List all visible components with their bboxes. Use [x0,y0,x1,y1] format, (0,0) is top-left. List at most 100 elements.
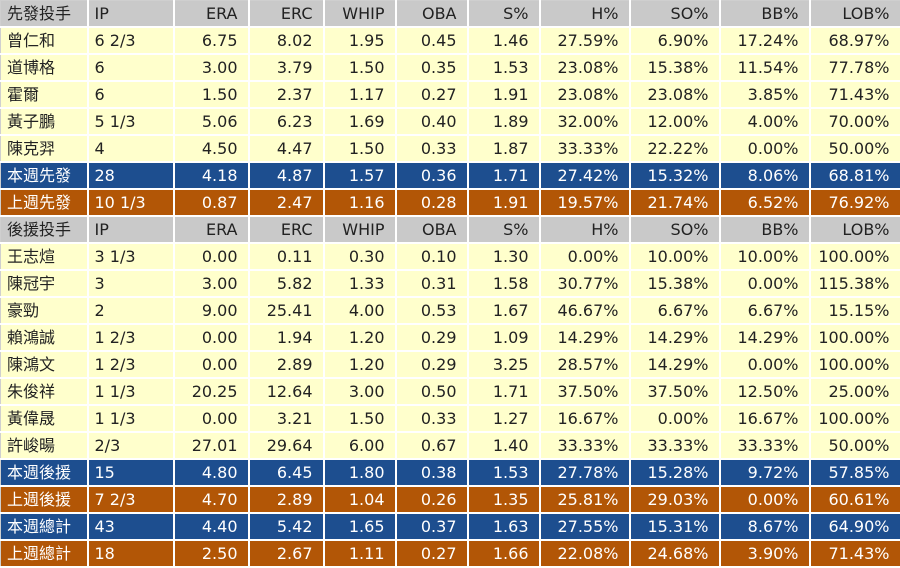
cell-oba: 0.35 [396,54,468,81]
cell-erc: 5.42 [249,513,324,540]
cell-s-pct: 1.71 [468,162,540,189]
cell-oba: 0.31 [396,270,468,297]
cell-ip: 4 [88,135,174,162]
cell-s-pct: 1.67 [468,297,540,324]
cell-bb-pct: 14.29% [720,324,810,351]
cell-ip: 1 1/3 [88,378,174,405]
cell-ip: 7 2/3 [88,486,174,513]
column-header-bb-pct: BB% [720,216,810,243]
cell-ip: 6 [88,81,174,108]
column-header-oba: OBA [396,216,468,243]
cell-s-pct: 1.87 [468,135,540,162]
cell-bb-pct: 4.00% [720,108,810,135]
cell-whip: 1.57 [324,162,396,189]
summary-label: 上週後援 [1,486,88,513]
cell-bb-pct: 6.67% [720,297,810,324]
cell-oba: 0.50 [396,378,468,405]
pitcher-name: 許峻暘 [1,432,88,459]
cell-bb-pct: 0.00% [720,270,810,297]
cell-era: 9.00 [174,297,249,324]
cell-lob-pct: 60.61% [810,486,900,513]
cell-era: 0.00 [174,324,249,351]
cell-bb-pct: 8.06% [720,162,810,189]
pitcher-name: 賴鴻誠 [1,324,88,351]
cell-erc: 5.82 [249,270,324,297]
cell-h-pct: 23.08% [540,54,630,81]
cell-h-pct: 33.33% [540,135,630,162]
cell-lob-pct: 71.43% [810,81,900,108]
column-header-so-pct: SO% [630,1,720,28]
cell-whip: 1.80 [324,459,396,486]
cell-whip: 1.20 [324,324,396,351]
cell-bb-pct: 0.00% [720,486,810,513]
cell-era: 2.50 [174,540,249,567]
cell-s-pct: 1.27 [468,405,540,432]
cell-erc: 0.11 [249,243,324,270]
cell-ip: 1 1/3 [88,405,174,432]
cell-whip: 0.30 [324,243,396,270]
cell-h-pct: 28.57% [540,351,630,378]
cell-so-pct: 29.03% [630,486,720,513]
cell-h-pct: 27.42% [540,162,630,189]
cell-era: 1.50 [174,81,249,108]
cell-lob-pct: 70.00% [810,108,900,135]
pitcher-name: 豪勁 [1,297,88,324]
cell-erc: 12.64 [249,378,324,405]
cell-whip: 1.16 [324,189,396,216]
column-header-whip: WHIP [324,216,396,243]
cell-whip: 4.00 [324,297,396,324]
cell-erc: 29.64 [249,432,324,459]
cell-erc: 4.47 [249,135,324,162]
cell-era: 27.01 [174,432,249,459]
cell-lob-pct: 115.38% [810,270,900,297]
cell-oba: 0.67 [396,432,468,459]
cell-so-pct: 0.00% [630,405,720,432]
column-header-ip: IP [88,216,174,243]
cell-era: 4.70 [174,486,249,513]
summary-label: 本週後援 [1,459,88,486]
cell-oba: 0.36 [396,162,468,189]
cell-s-pct: 1.71 [468,378,540,405]
cell-oba: 0.29 [396,351,468,378]
cell-era: 4.18 [174,162,249,189]
cell-ip: 18 [88,540,174,567]
cell-lob-pct: 57.85% [810,459,900,486]
cell-s-pct: 1.91 [468,189,540,216]
column-header-lob-pct: LOB% [810,1,900,28]
cell-so-pct: 6.90% [630,27,720,54]
cell-oba: 0.33 [396,135,468,162]
pitcher-name: 陳冠宇 [1,270,88,297]
cell-so-pct: 6.67% [630,297,720,324]
cell-ip: 28 [88,162,174,189]
cell-era: 4.80 [174,459,249,486]
cell-ip: 10 1/3 [88,189,174,216]
cell-oba: 0.37 [396,513,468,540]
cell-s-pct: 1.58 [468,270,540,297]
summary-label: 本週總計 [1,513,88,540]
cell-h-pct: 0.00% [540,243,630,270]
cell-so-pct: 12.00% [630,108,720,135]
cell-h-pct: 46.67% [540,297,630,324]
cell-era: 4.40 [174,513,249,540]
cell-oba: 0.29 [396,324,468,351]
cell-h-pct: 27.59% [540,27,630,54]
cell-so-pct: 22.22% [630,135,720,162]
column-header-lob-pct: LOB% [810,216,900,243]
cell-whip: 1.04 [324,486,396,513]
cell-ip: 2 [88,297,174,324]
cell-h-pct: 22.08% [540,540,630,567]
cell-so-pct: 15.38% [630,270,720,297]
cell-h-pct: 30.77% [540,270,630,297]
cell-lob-pct: 25.00% [810,378,900,405]
pitcher-name: 黃偉晟 [1,405,88,432]
column-header-oba: OBA [396,1,468,28]
cell-erc: 6.23 [249,108,324,135]
cell-ip: 1 2/3 [88,351,174,378]
